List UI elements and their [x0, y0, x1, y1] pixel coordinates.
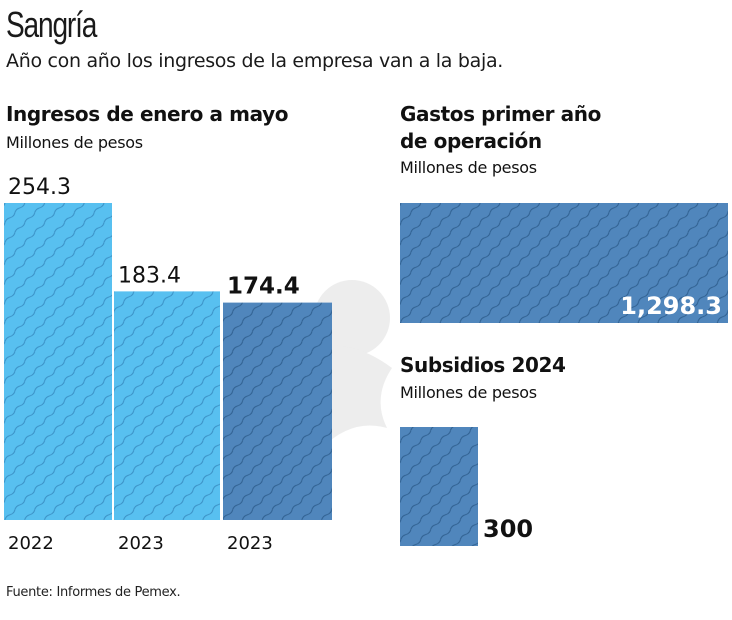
gastos-heading-line-2: de operación — [400, 129, 542, 153]
ingresos-category-label-2: 2023 — [227, 533, 273, 554]
gastos-value-label: 1,298.3 — [620, 292, 722, 320]
ingresos-value-label-1: 183.4 — [118, 263, 181, 288]
subsidios-bar — [400, 427, 478, 546]
ingresos-category-label-0: 2022 — [8, 533, 54, 554]
ingresos-heading: Ingresos de enero a mayo — [6, 102, 289, 126]
ingresos-bar-2 — [223, 302, 332, 520]
ingresos-value-label-0: 254.3 — [8, 175, 71, 200]
subsidios-value-label: 300 — [483, 515, 533, 543]
chart-title: Sangría — [6, 4, 97, 45]
ingresos-bar-0 — [4, 203, 112, 520]
ingresos-category-labels: 2022 2023 2023 — [8, 533, 273, 554]
gastos-unit: Millones de pesos — [400, 158, 537, 177]
ingresos-value-label-2: 174.4 — [227, 274, 300, 300]
ingresos-bar-1 — [114, 291, 220, 520]
subsidios-heading: Subsidios 2024 — [400, 353, 566, 377]
ingresos-bars — [4, 203, 332, 520]
ingresos-value-labels: 254.3 183.4 174.4 — [8, 175, 300, 300]
gastos-bar-group: 1,298.3 — [400, 203, 728, 323]
subsidios-unit: Millones de pesos — [400, 383, 537, 402]
ingresos-category-label-1: 2023 — [118, 533, 164, 554]
ingresos-unit: Millones de pesos — [6, 133, 143, 152]
source-note: Fuente: Informes de Pemex. — [6, 585, 181, 600]
gastos-bar — [400, 203, 728, 323]
gastos-heading: Gastos primer año de operación — [400, 101, 601, 155]
chart-subtitle: Año con año los ingresos de la empresa v… — [6, 50, 504, 72]
subsidios-bar-group: 300 — [400, 427, 533, 546]
gastos-heading-line-1: Gastos primer año — [400, 102, 601, 126]
